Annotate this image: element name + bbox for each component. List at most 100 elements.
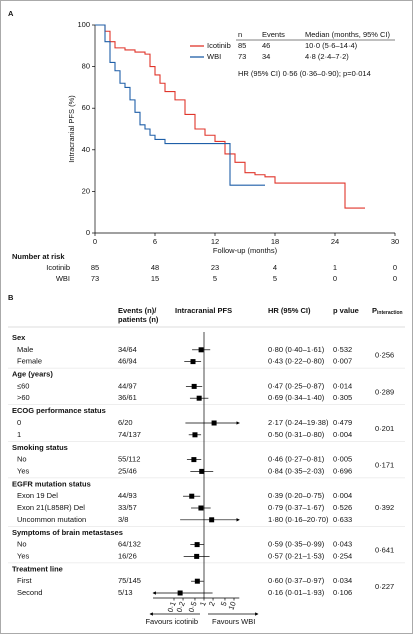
y-tick-label: 100 (77, 20, 90, 29)
risk-count: 1 (333, 263, 337, 272)
row-p: 0·004 (333, 491, 352, 500)
row-p: 0·043 (333, 540, 352, 549)
row-label: 1 (17, 430, 21, 439)
risk-count: 5 (213, 274, 217, 283)
row-label: Yes (17, 551, 29, 560)
p-interaction: 0·201 (375, 424, 394, 433)
header: Pinteraction (372, 306, 403, 316)
row-hr: 0·47 (0·25–0·87) (268, 381, 325, 390)
hr-point (209, 517, 215, 523)
p-interaction: 0·289 (375, 387, 394, 396)
row-p: 0·254 (333, 551, 352, 560)
legend-events: 46 (262, 41, 270, 50)
row-events: 25/46 (118, 466, 137, 475)
hr-point (198, 347, 204, 353)
row-p: 0·479 (333, 418, 352, 427)
row-hr: 0·43 (0·22–0·80) (268, 357, 325, 366)
x-tick-label: 5 (219, 600, 229, 607)
risk-count: 0 (393, 263, 397, 272)
row-hr: 0·69 (0·34–1·40) (268, 393, 325, 402)
header: Intracranial PFS (175, 306, 232, 315)
group-label: ECOG performance status (12, 406, 106, 415)
p-interaction: 0·171 (375, 460, 394, 469)
panel-label: B (8, 293, 14, 302)
x-axis-label: Follow-up (months) (213, 246, 278, 255)
row-hr: 0·39 (0·20–0·75) (268, 491, 325, 500)
legend-n: 85 (238, 41, 246, 50)
row-events: 5/13 (118, 588, 133, 597)
group-label: Sex (12, 333, 26, 342)
x-tick-label: 6 (153, 237, 157, 246)
row-hr: 0·79 (0·37–1·67) (268, 503, 325, 512)
row-p: 0·696 (333, 466, 352, 475)
row-hr: 0·59 (0·35–0·99) (268, 540, 325, 549)
legend-header: n (238, 30, 242, 39)
risk-count: 23 (211, 263, 219, 272)
row-p: 0·532 (333, 345, 352, 354)
favours-label: Favours WBI (212, 617, 255, 626)
row-p: 0·106 (333, 588, 352, 597)
row-p: 0·014 (333, 381, 352, 390)
legend-header: Events (262, 30, 285, 39)
row-label: Uncommon mutation (17, 515, 86, 524)
p-interaction: 0·392 (375, 503, 394, 512)
annotation: HR (95% CI) 0·56 (0·36–0·90); p=0·014 (238, 69, 371, 78)
header: p value (333, 306, 359, 315)
row-events: 75/145 (118, 576, 141, 585)
group-label: EGFR mutation status (12, 479, 91, 488)
header: patients (n) (118, 315, 159, 324)
hr-point (194, 553, 200, 559)
hr-point (189, 493, 195, 499)
risk-count: 48 (151, 263, 159, 272)
row-label: ≤60 (17, 381, 29, 390)
hr-point (177, 590, 183, 596)
risk-count: 85 (91, 263, 99, 272)
row-label: No (17, 540, 27, 549)
x-tick-label: 24 (331, 237, 339, 246)
risk-count: 15 (151, 274, 159, 283)
row-events: 33/57 (118, 503, 137, 512)
risk-count: 0 (393, 274, 397, 283)
risk-row-label: WBI (56, 274, 70, 283)
group-label: Age (years) (12, 370, 53, 379)
x-tick-label: 30 (391, 237, 399, 246)
row-events: 64/132 (118, 540, 141, 549)
hr-point (196, 395, 202, 401)
row-events: 16/26 (118, 551, 137, 560)
row-hr: 0·84 (0·35–2·03) (268, 466, 325, 475)
p-interaction: 0·641 (375, 545, 394, 554)
header-symbol: P (372, 306, 377, 315)
y-tick-label: 0 (86, 228, 90, 237)
hr-point (198, 505, 204, 511)
x-tick-label: 12 (211, 237, 219, 246)
row-label: Second (17, 588, 42, 597)
risk-title: Number at risk (12, 252, 65, 261)
group-label: Treatment line (12, 564, 63, 573)
legend-label: Icotinib (207, 41, 231, 50)
hr-point (190, 359, 196, 365)
row-p: 0·007 (333, 357, 352, 366)
row-hr: 2·17 (0·24–19·38) (268, 418, 329, 427)
panel-label: A (8, 9, 14, 18)
risk-count: 5 (273, 274, 277, 283)
y-tick-label: 60 (82, 103, 90, 112)
row-label: No (17, 455, 27, 464)
y-tick-label: 20 (82, 186, 90, 195)
row-events: 6/20 (118, 418, 133, 427)
row-label: >60 (17, 393, 30, 402)
row-hr: 0·80 (0·40–1·61) (268, 345, 325, 354)
km-curve (95, 24, 365, 209)
header: HR (95% CI) (268, 306, 311, 315)
x-tick-label: 0·5 (187, 600, 199, 613)
p-interaction: 0·256 (375, 351, 394, 360)
legend-header: Median (months, 95% CI) (305, 30, 391, 39)
group-label: Symptoms of brain metastases (12, 528, 123, 537)
risk-row-label: Icotinib (46, 263, 70, 272)
row-events: 55/112 (118, 455, 140, 464)
legend-events: 34 (262, 52, 270, 61)
hr-point (191, 383, 197, 389)
legend-n: 73 (238, 52, 246, 61)
hr-point (199, 468, 205, 474)
risk-count: 0 (333, 274, 337, 283)
